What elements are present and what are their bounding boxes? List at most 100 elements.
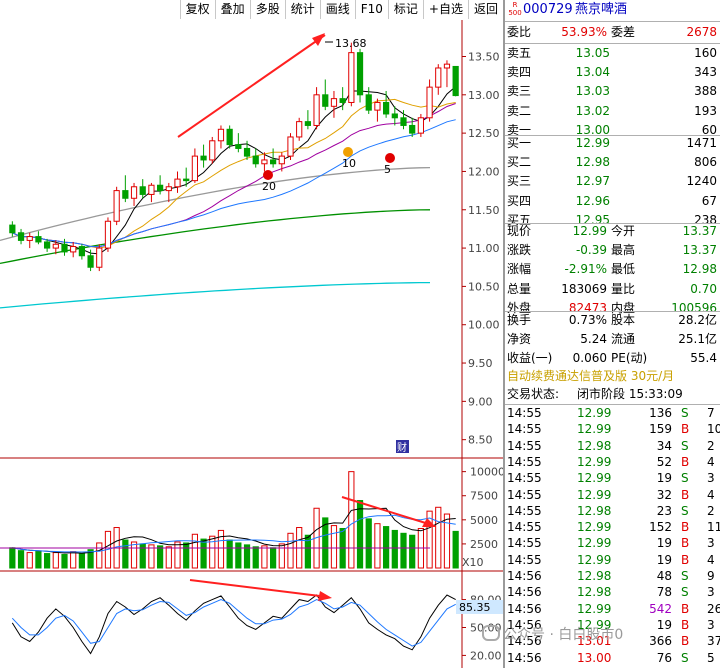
stat-value: 13.37: [682, 243, 717, 258]
volume-bar: [330, 525, 338, 569]
tick-volume: 78: [656, 585, 672, 600]
signal-marker-label: 5: [384, 163, 391, 176]
volume-bar: [261, 545, 268, 569]
volume-bar: [452, 530, 459, 569]
signal-marker-icon: [263, 170, 273, 180]
tick-time: 14:56: [507, 650, 542, 665]
ask-label: 卖一: [507, 122, 532, 137]
tick-price: 12.98: [577, 585, 612, 600]
tick-volume: 19: [656, 552, 672, 567]
ma-30-line: [12, 119, 456, 248]
tick-price: 12.99: [577, 601, 612, 616]
volume-tick-label: 5000: [470, 514, 498, 527]
bid-row: 买三 12.97 1240: [505, 172, 720, 191]
tick-volume: 52: [656, 454, 672, 469]
stat-row: 涨跌 -0.39 最高 13.37: [505, 241, 720, 260]
tick-row: 14:56 12.99 19 B 3: [505, 616, 720, 635]
trend-arrow: [177, 34, 326, 138]
tick-volume: 32: [656, 487, 672, 502]
toolbar-btn-6[interactable]: 标记: [387, 0, 423, 19]
indicator-tick-label: 20.00: [470, 649, 502, 662]
stat-value: 55.4: [690, 351, 717, 366]
volume-bar: [70, 551, 77, 569]
wechat-icon: [482, 625, 500, 641]
price-tick-label: 12.50: [468, 127, 500, 140]
toolbar-btn-7[interactable]: +自选: [422, 0, 468, 19]
price-tick-label: 9.00: [468, 395, 493, 408]
volume-bar: [356, 500, 364, 569]
toolbar-btn-5[interactable]: F10: [354, 0, 388, 19]
volume-bar: [400, 532, 407, 569]
toolbar-btn-0[interactable]: 复权: [179, 0, 215, 19]
kline-chart-area[interactable]: 13.50 13.00 12.50 12.00 11.50 11.00 10.50 10.00…: [0, 0, 505, 668]
tick-direction: B: [681, 422, 690, 437]
tick-count: 4: [707, 552, 715, 567]
volume-bar: [426, 510, 433, 569]
tick-volume: 159: [649, 422, 672, 437]
toolbar-btn-4[interactable]: 画线: [319, 0, 355, 19]
bid-volume: 1240: [686, 174, 717, 189]
candle-body: [235, 144, 242, 149]
bid-label: 买四: [507, 193, 532, 208]
tick-count: 5: [707, 650, 715, 665]
tick-volume: 19: [656, 471, 672, 486]
candle-body: [365, 94, 372, 111]
candle-body: [209, 140, 216, 161]
volume-bar: [78, 553, 85, 569]
indicator-d-line: [11, 599, 456, 647]
tick-volume: 19: [656, 536, 672, 551]
separator: [505, 135, 720, 136]
stat-label: 最高: [611, 243, 636, 258]
tick-time: 14:55: [507, 471, 542, 486]
volume-bar: [365, 518, 372, 569]
tick-direction: S: [681, 503, 689, 518]
price-tick-label: 8.50: [468, 434, 493, 447]
tick-row: 14:56 12.99 542 B 26: [505, 600, 720, 619]
high-price-annotation: 13.68: [335, 37, 367, 50]
volume-bar: [122, 539, 129, 569]
tick-count: 7: [707, 406, 715, 420]
volume-bar: [148, 544, 155, 569]
tick-direction: S: [681, 569, 689, 583]
separator: [505, 311, 720, 312]
ask-volume: 60: [701, 122, 717, 137]
candle-body: [183, 178, 190, 182]
volume-bar: [87, 549, 94, 569]
tick-direction: B: [681, 601, 690, 616]
toolbar-btn-3[interactable]: 统计: [284, 0, 320, 19]
weicha-value: 2678: [686, 25, 717, 39]
promo-banner[interactable]: 自动续费通达信普及版 30元/月: [505, 367, 720, 386]
tick-time: 14:55: [507, 487, 542, 502]
badge-top: R: [512, 1, 518, 9]
tick-volume: 366: [649, 634, 672, 649]
ask-row: 卖二 13.02 193: [505, 102, 720, 121]
volume-arrow: [341, 496, 433, 526]
tick-time: 14:55: [507, 503, 542, 518]
tick-row: 14:55 12.98 34 S 2: [505, 437, 720, 456]
toolbar-btn-8[interactable]: 返回: [467, 0, 503, 19]
stat-value: 0.70: [690, 281, 717, 296]
trade-status-value: 闭市阶段 15:33:09: [577, 387, 683, 401]
stock-code: 000729: [523, 2, 573, 17]
kline-chart-svg[interactable]: 13.50 13.00 12.50 12.00 11.50 11.00 10.50 10.00…: [0, 0, 505, 668]
signal-marker-label: 20: [262, 180, 276, 193]
toolbar-btn-2[interactable]: 多股: [249, 0, 285, 19]
tick-volume: 19: [656, 617, 672, 632]
bid-row: 买一 12.99 1471: [505, 134, 720, 153]
candle-body: [330, 98, 338, 107]
candle-body: [26, 236, 33, 241]
candle-body: [356, 52, 364, 96]
separator: [505, 223, 720, 224]
tick-price: 12.99: [577, 487, 612, 502]
signal-marker-icon: [343, 147, 353, 157]
candle-body: [443, 63, 451, 69]
tick-price: 12.99: [577, 536, 612, 551]
weibi-value: 53.93%: [561, 25, 607, 39]
ask-volume: 193: [694, 103, 717, 118]
candle-body: [61, 243, 68, 253]
bid-row: 买四 12.96 67: [505, 192, 720, 211]
toolbar-btn-1[interactable]: 叠加: [214, 0, 250, 19]
volume-bar: [278, 543, 285, 569]
tick-count: 4: [707, 487, 715, 502]
tick-direction: B: [681, 634, 690, 649]
